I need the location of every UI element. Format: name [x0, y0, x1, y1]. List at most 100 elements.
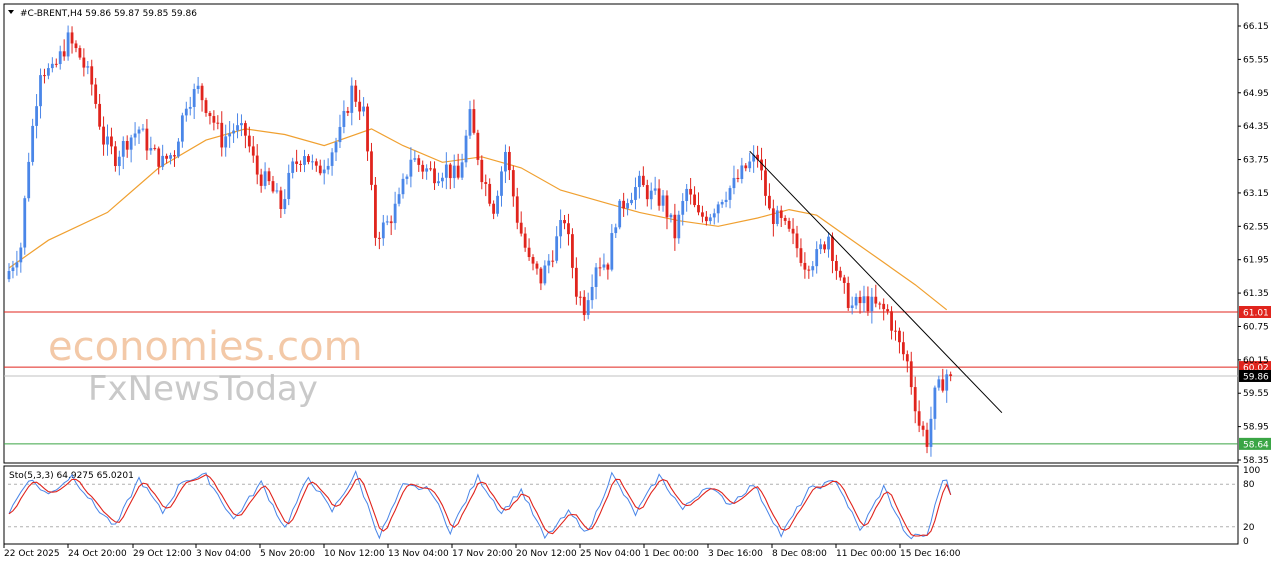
candle [200, 83, 204, 112]
candle-body [921, 425, 925, 430]
candle-body [677, 214, 681, 239]
candle-body [618, 200, 622, 228]
candle [354, 80, 358, 108]
candle-body [196, 85, 200, 90]
candle [133, 122, 137, 146]
candle [177, 138, 180, 159]
candle [188, 96, 192, 116]
candle-body [905, 354, 909, 362]
candle [724, 191, 728, 208]
candle-body [70, 32, 74, 44]
candle-body [626, 203, 629, 209]
trendline-layer [749, 150, 1003, 414]
candle-body [539, 268, 543, 284]
candle-body [102, 126, 105, 145]
candle-body [756, 154, 759, 160]
candle-body [157, 148, 161, 167]
candle [196, 76, 200, 94]
x-tick-label: 24 Oct 20:00 [68, 549, 127, 559]
candle-body [437, 181, 440, 184]
candle-body [559, 220, 562, 237]
candle [370, 142, 373, 191]
candle [854, 293, 858, 310]
candle-body [346, 110, 350, 113]
candle [362, 97, 365, 117]
candle [236, 113, 239, 139]
candle [661, 190, 665, 212]
candle-body [886, 309, 890, 312]
candle [504, 144, 507, 184]
y-tick-label: 64.95 [1243, 89, 1269, 99]
candle-body [204, 100, 208, 113]
candle [567, 213, 570, 246]
candle-body [393, 203, 397, 224]
candle [488, 178, 492, 207]
candle-body [11, 267, 15, 272]
y-tick-label: 59.55 [1243, 389, 1269, 399]
candle [539, 266, 543, 291]
candle-body [606, 264, 610, 270]
candle [582, 290, 586, 321]
candle [507, 146, 511, 181]
candle [334, 137, 338, 162]
candle [397, 187, 401, 207]
candle-body [240, 123, 243, 126]
candle-body [397, 194, 401, 204]
candle-body [66, 32, 70, 57]
candle [452, 154, 456, 189]
candle [31, 118, 35, 166]
candle-body [728, 188, 732, 200]
candle-body [523, 233, 527, 248]
candle [62, 39, 66, 61]
candle [515, 187, 519, 230]
candle [50, 57, 54, 73]
candle [204, 97, 208, 117]
stochastic-layer [8, 470, 1238, 540]
candle [27, 152, 31, 202]
candle-body [200, 85, 204, 101]
candle [425, 164, 429, 180]
candle [342, 100, 346, 134]
candle [559, 209, 562, 249]
candle-body [661, 195, 665, 206]
candle [685, 183, 689, 212]
watermark-fxnewstoday: FxNewsToday [88, 369, 318, 409]
candle-body [220, 122, 224, 148]
candle [141, 124, 145, 132]
candle [736, 169, 740, 183]
candle-body [547, 260, 551, 266]
candle [905, 350, 909, 373]
y-tick-label: 58.35 [1243, 456, 1269, 466]
candle [823, 241, 826, 254]
candle [578, 291, 582, 306]
candle-body [405, 176, 409, 179]
stoch-scale-label: 0 [1243, 537, 1249, 547]
candle [247, 126, 251, 153]
candle [665, 190, 669, 230]
candle [831, 232, 834, 274]
candle-body [43, 75, 46, 77]
candle [23, 195, 27, 255]
candle [90, 59, 94, 96]
candle-body [815, 249, 819, 267]
candle [894, 320, 897, 341]
candle [74, 40, 78, 53]
candle-body [937, 379, 941, 388]
candle [279, 186, 283, 218]
candle [634, 177, 637, 210]
candle [523, 227, 527, 252]
candle-body [634, 187, 637, 200]
candle [890, 306, 893, 340]
candle-body [409, 159, 413, 177]
candle [484, 174, 488, 197]
candle [173, 150, 176, 167]
candle [815, 241, 819, 274]
candle-body [807, 269, 811, 271]
candle [799, 238, 803, 267]
chart-menu-arrow-icon[interactable] [8, 10, 14, 14]
candle [19, 242, 23, 273]
candle-body [121, 141, 125, 157]
candle [110, 127, 113, 155]
candle [216, 115, 220, 130]
candle-body [366, 106, 369, 152]
